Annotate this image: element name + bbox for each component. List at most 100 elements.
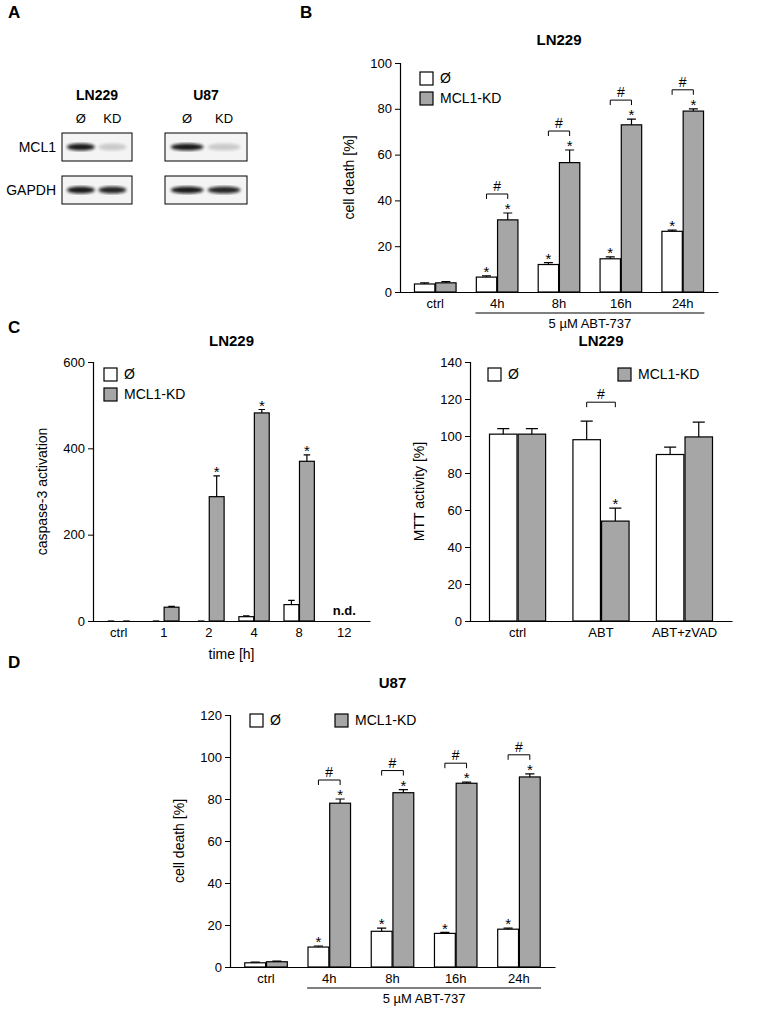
x-tick: ABT+zVAD: [652, 625, 717, 640]
legend-swatch: [250, 714, 263, 727]
error-bar: [272, 961, 281, 963]
blot-band: [98, 144, 126, 151]
tick-mark: [465, 362, 470, 363]
bar: [519, 777, 540, 967]
comparison-bracket: [587, 402, 616, 407]
y-tick: 40: [208, 876, 230, 891]
tick-mark: [465, 547, 470, 548]
significance-label: *: [464, 769, 470, 786]
tick-mark: [465, 510, 470, 511]
protein-label: MCL1: [19, 139, 57, 155]
tick-label: 12: [337, 625, 351, 640]
y-axis-label: caspase-3 activation: [34, 428, 50, 556]
y-tick: 400: [63, 441, 93, 456]
error-bar: [497, 429, 509, 435]
tick-mark: [395, 109, 400, 110]
tick-mark: [395, 292, 400, 293]
tick-mark: [88, 362, 93, 363]
lane-label: Ø: [76, 111, 86, 126]
tick-label: 40: [448, 540, 462, 555]
comparison-label: #: [597, 386, 605, 402]
blot-band: [208, 187, 241, 194]
y-tick: 20: [448, 577, 470, 592]
significance-label: *: [607, 244, 613, 261]
bar: [685, 437, 712, 621]
blot-frame: [165, 133, 247, 161]
y-tick: 600: [63, 355, 93, 370]
bar: [490, 434, 517, 621]
tick-label: 200: [63, 527, 85, 542]
significance-label: *: [316, 933, 322, 950]
y-tick: 60: [208, 834, 230, 849]
blot-frame: [62, 133, 132, 161]
error-bar: [123, 620, 130, 621]
tick-label: 4h: [490, 296, 504, 311]
bar: [662, 231, 682, 292]
y-axis-label: cell death [%]: [341, 135, 357, 219]
tick-label: 60: [448, 503, 462, 518]
error-bar: [288, 600, 295, 604]
bar: [498, 220, 518, 292]
axis-line: [88, 363, 94, 622]
tick-label: ctrl: [257, 971, 274, 986]
error-bar: [441, 282, 450, 283]
lane-label: Ø: [182, 111, 192, 126]
error-bar: [251, 962, 260, 964]
significance-label: *: [505, 200, 511, 217]
x-tick: ctrl: [110, 625, 127, 640]
legend-label: MCL1-KD: [638, 366, 699, 382]
bar: [414, 284, 434, 292]
significance-label: *: [337, 786, 343, 803]
comparison-label: #: [515, 739, 523, 755]
tick-label: 60: [208, 834, 222, 849]
comparison-label: #: [493, 178, 501, 194]
blot-frame: [165, 176, 247, 204]
tick-mark: [225, 841, 230, 842]
tick-label: 40: [208, 876, 222, 891]
tick-label: 400: [63, 441, 85, 456]
x-tick: 8h: [552, 296, 566, 311]
y-axis: 020406080100120140: [440, 355, 470, 629]
comparison-bracket: [445, 763, 467, 768]
figure: ABCDLN229ØKDU87ØKDMCL1GAPDHLN22902040608…: [0, 0, 760, 1025]
significance-label: *: [690, 96, 696, 113]
significance-label: *: [612, 495, 618, 512]
chart-title: LN229: [536, 31, 581, 48]
bar: [209, 497, 224, 621]
legend-label: Ø: [124, 366, 135, 382]
legend: ØMCL1-KD: [250, 712, 416, 728]
y-tick: 80: [448, 466, 470, 481]
plot-marks: [245, 774, 540, 967]
significance-label: *: [669, 217, 675, 234]
x-axis: ctrl124812: [94, 622, 371, 641]
tick-label: 20: [378, 239, 392, 254]
annotation: 5 µM ABT-737: [383, 991, 466, 1006]
bar: [393, 793, 414, 967]
x-tick: 1: [160, 625, 167, 640]
lane-label: KD: [103, 111, 121, 126]
significance-label: *: [505, 915, 511, 932]
tick-label: 60: [378, 147, 392, 162]
error-bar: [693, 422, 705, 437]
comparison-label: #: [452, 747, 460, 763]
y-tick: 0: [215, 960, 230, 975]
x-tick: 4h: [490, 296, 504, 311]
chart-title: LN229: [209, 332, 254, 349]
tick-label: 20: [448, 577, 462, 592]
tick-label: 80: [378, 101, 392, 116]
legend-label: Ø: [508, 366, 519, 382]
y-tick: 0: [78, 614, 93, 629]
legend-label: Ø: [440, 70, 451, 86]
tick-label: ctrl: [110, 625, 127, 640]
x-tick: ctrl: [257, 971, 274, 986]
significance-label: *: [379, 915, 385, 932]
blot-band: [98, 187, 126, 194]
panel-letter: A: [8, 3, 20, 22]
legend-label: MCL1-KD: [440, 90, 501, 106]
tick-mark: [465, 584, 470, 585]
tick-mark: [88, 621, 93, 622]
bar: [245, 963, 266, 967]
tick-label: 24h: [508, 971, 530, 986]
x-tick: 16h: [610, 296, 632, 311]
bar: [559, 163, 579, 292]
